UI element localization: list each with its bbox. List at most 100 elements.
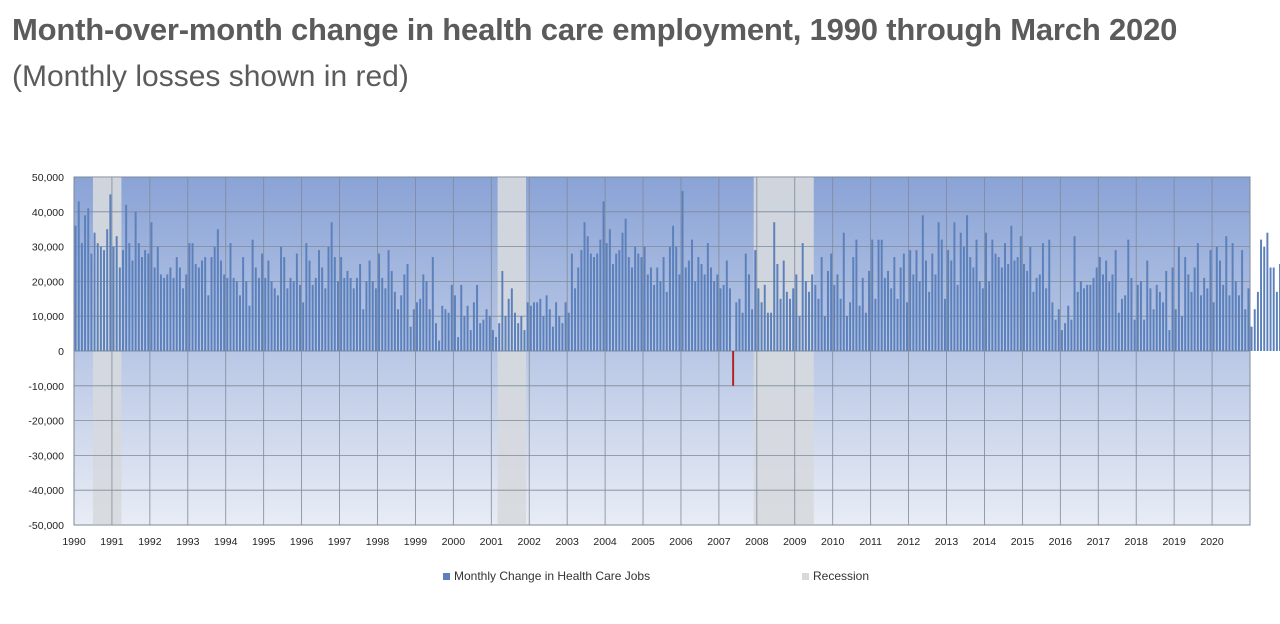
bar-gain: [122, 250, 124, 351]
bar-gain: [238, 295, 241, 351]
bar-gain: [943, 298, 946, 351]
bar-gain: [333, 257, 336, 351]
bar-gain: [716, 274, 719, 351]
bar-gain: [510, 288, 513, 351]
bar-gain: [479, 323, 482, 351]
bar-gain: [118, 267, 121, 351]
bar-gain: [706, 243, 709, 351]
bar-gain: [84, 215, 87, 351]
y-tick-label: 40,000: [32, 207, 64, 219]
bar-gain: [1038, 274, 1041, 351]
chart-title: Month-over-month change in health care e…: [12, 12, 1178, 47]
bar-gain: [567, 312, 570, 351]
bar-gain: [1098, 257, 1101, 351]
bar-gain: [634, 246, 637, 351]
bar-gain: [327, 246, 330, 351]
bar-gain: [365, 281, 368, 351]
y-tick-label: -30,000: [28, 450, 64, 462]
bar-gain: [555, 302, 558, 351]
bar-gain: [874, 298, 877, 351]
bar-gain: [703, 274, 706, 351]
bar-gain: [1130, 277, 1133, 351]
bar-gain: [254, 267, 257, 351]
bar-gain: [991, 239, 994, 351]
bar-gain: [668, 246, 671, 351]
bar-gain: [352, 288, 355, 351]
bar-gain: [1095, 267, 1098, 351]
bar-gain: [1057, 309, 1060, 351]
bar-gain: [397, 309, 400, 351]
bar-gain: [1139, 281, 1142, 351]
bar-gain: [962, 246, 965, 351]
bar-gain: [618, 250, 621, 351]
bar-gain: [378, 253, 381, 351]
bar-gain: [558, 316, 561, 351]
x-tick-label: 2016: [1049, 536, 1073, 548]
x-tick-label: 2003: [555, 536, 579, 548]
bar-gain: [134, 211, 137, 351]
y-tick-label: -10,000: [28, 381, 64, 393]
bar-gain: [267, 260, 270, 351]
bar-gain: [194, 264, 197, 351]
x-tick-label: 2001: [480, 536, 504, 548]
bar-gain: [570, 253, 573, 351]
bar-gain: [450, 284, 453, 351]
bar-gain: [163, 277, 166, 351]
bar-gain: [691, 239, 694, 351]
bar-chart: 50,000 40,000 30,000 20,000 10,000 0 -10,000 -2…: [28, 172, 1280, 548]
x-tick-label: 1991: [100, 536, 124, 548]
bar-gain: [1228, 295, 1231, 351]
bar-gain: [1212, 302, 1215, 351]
bar-gain: [947, 250, 950, 351]
bar-gain: [678, 274, 681, 351]
bar-gain: [596, 253, 599, 351]
bar-gain: [1076, 291, 1079, 351]
legend-swatch-recession: [802, 572, 809, 580]
bar-gain: [1016, 257, 1019, 351]
bar-gain: [488, 316, 491, 351]
bar-gain: [735, 302, 738, 351]
bar-gain: [523, 330, 526, 351]
bar-gain: [909, 250, 912, 351]
bar-loss: [732, 351, 735, 386]
y-tick-label: 30,000: [32, 242, 64, 254]
bar-gain: [431, 257, 434, 351]
bar-gain: [877, 239, 880, 351]
bar-gain: [710, 267, 712, 351]
bar-gain: [583, 222, 586, 351]
bar-gain: [1225, 236, 1228, 351]
bar-gain: [507, 298, 510, 351]
bar-gain: [823, 316, 826, 351]
bar-gain: [245, 281, 248, 351]
bar-gain: [419, 298, 422, 351]
x-axis-ticks: 1990 1991 1992 1993 1994 1995 1996 1997 1998 1999…: [62, 536, 1224, 548]
bar-gain: [845, 316, 848, 351]
bar-gain: [182, 288, 185, 351]
bar-gain: [792, 288, 795, 351]
bar-gain: [1237, 295, 1240, 351]
bar-gain: [804, 281, 807, 351]
bar-gain: [374, 288, 377, 351]
bar-gain: [811, 274, 814, 351]
bar-gain: [795, 274, 798, 351]
x-tick-label: 2018: [1125, 536, 1149, 548]
bar-gain: [681, 190, 684, 351]
x-tick-label: 1993: [176, 536, 200, 548]
bar-gain: [801, 243, 804, 351]
bar-gain: [103, 250, 106, 351]
bar-gain: [649, 267, 652, 351]
bar-gain: [434, 323, 437, 351]
bar-gain: [1000, 267, 1003, 351]
bar-gain: [1256, 291, 1259, 351]
bar-gain: [887, 270, 890, 351]
bar-gain: [751, 309, 754, 351]
bar-gain: [1152, 309, 1155, 351]
bar-gain: [880, 239, 883, 351]
bar-gain: [460, 284, 463, 351]
bar-gain: [814, 284, 817, 351]
bar-gain: [362, 309, 365, 351]
bar-gain: [340, 257, 343, 351]
bar-gain: [526, 302, 529, 351]
bar-gain: [261, 253, 264, 351]
bar-gain: [1013, 260, 1016, 351]
